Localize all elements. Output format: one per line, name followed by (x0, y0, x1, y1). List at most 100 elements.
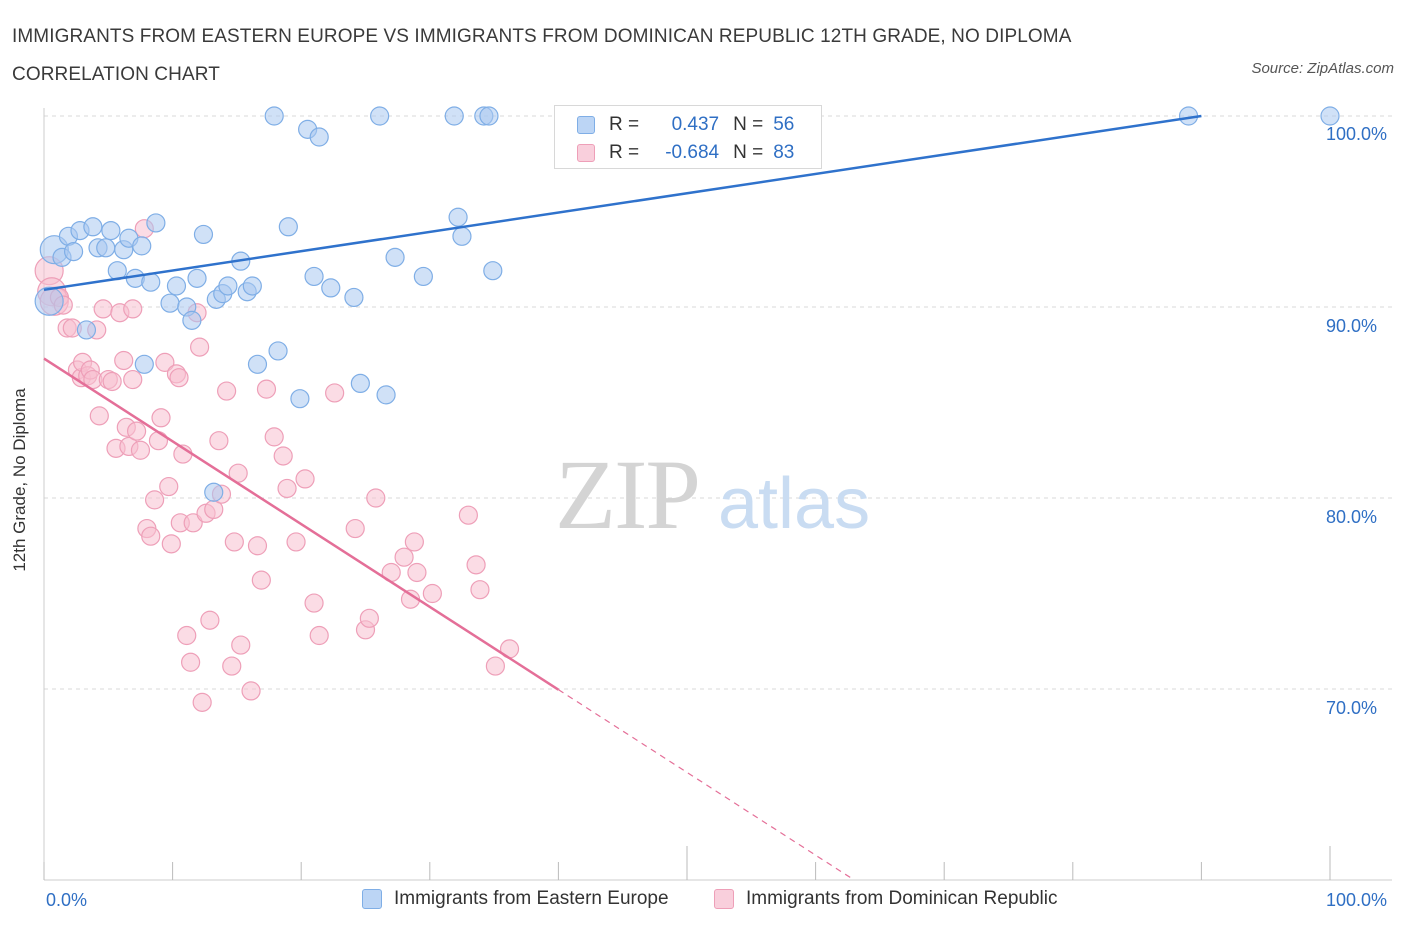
dominican-republic-point-69[interactable] (366, 488, 386, 508)
dominican-republic-point-40[interactable] (183, 513, 203, 533)
dominican-republic-point-51[interactable] (224, 532, 244, 552)
dominican-republic-point-58[interactable] (264, 427, 284, 447)
stats-legend-row-dominican-republic: R = -0.684 N = 83 (577, 140, 794, 166)
eastern-europe-point-48[interactable] (452, 226, 472, 246)
dominican-republic-point-59[interactable] (273, 446, 293, 466)
dominican-republic-point-29[interactable] (144, 490, 165, 510)
eastern-europe-point-45[interactable] (413, 266, 433, 287)
eastern-europe-point-30[interactable] (242, 276, 262, 296)
dominican-republic-point-76[interactable] (458, 505, 478, 525)
dominican-republic-point-25[interactable] (130, 440, 151, 460)
dominican-republic-point-50[interactable] (222, 656, 242, 676)
dominican-republic-point-31[interactable] (151, 408, 171, 428)
legend-n-label: N = (733, 114, 764, 135)
legend-swatch-blue (362, 889, 382, 909)
dominican-republic-point-15[interactable] (93, 299, 113, 319)
eastern-europe-point-18[interactable] (160, 293, 180, 313)
dominican-republic-point-62[interactable] (295, 469, 315, 489)
legend-n-label: N = (733, 142, 764, 163)
dominican-republic-point-30[interactable] (148, 431, 169, 451)
dominican-republic-point-38[interactable] (177, 625, 197, 646)
dominican-republic-point-61[interactable] (286, 532, 306, 552)
eastern-europe-point-19[interactable] (166, 276, 187, 296)
eastern-europe-point-6[interactable] (76, 320, 97, 340)
grid-lines (44, 115, 1392, 690)
legend-swatch-blue (577, 116, 595, 134)
dominican-republic-point-24[interactable] (126, 421, 147, 441)
dominican-republic-point-14[interactable] (89, 406, 109, 426)
dominican-republic-point-56[interactable] (251, 570, 271, 590)
dominican-republic-point-47[interactable] (209, 431, 229, 451)
dominican-republic-point-66[interactable] (345, 518, 365, 539)
eastern-europe-point-0[interactable] (34, 286, 64, 316)
eastern-europe-point-22[interactable] (187, 268, 207, 288)
eastern-europe-point-40[interactable] (344, 287, 364, 308)
eastern-europe-point-27[interactable] (218, 276, 238, 296)
dominican-republic-point-75[interactable] (422, 583, 442, 604)
eastern-europe-point-37[interactable] (304, 266, 324, 287)
dominican-republic-point-34[interactable] (161, 534, 181, 554)
eastern-europe-trend-line (43, 114, 1202, 292)
dominican-republic-point-20[interactable] (114, 350, 134, 371)
dominican-republic-point-68[interactable] (359, 608, 379, 628)
dominican-republic-point-65[interactable] (325, 383, 345, 403)
eastern-europe-point-15[interactable] (132, 236, 152, 256)
eastern-europe-point-34[interactable] (278, 217, 298, 237)
series-eastern-europe-points (34, 106, 1340, 502)
eastern-europe-point-32[interactable] (264, 106, 284, 126)
dominican-republic-point-53[interactable] (231, 635, 251, 655)
dominican-republic-point-82[interactable] (123, 369, 143, 390)
dominican-republic-point-49[interactable] (217, 381, 237, 401)
dominican-republic-point-60[interactable] (277, 478, 297, 499)
eastern-europe-point-7[interactable] (83, 217, 103, 237)
dominican-republic-point-79[interactable] (485, 656, 505, 676)
eastern-europe-point-54[interactable] (1320, 106, 1340, 126)
legend-item-dominican-republic[interactable]: Immigrants from Dominican Republic (714, 888, 1058, 910)
dominican-republic-point-23[interactable] (123, 299, 143, 319)
eastern-europe-point-17[interactable] (146, 213, 166, 233)
dominican-republic-point-55[interactable] (247, 536, 268, 556)
dominican-republic-point-32[interactable] (155, 352, 175, 372)
dominican-republic-point-33[interactable] (159, 476, 179, 497)
eastern-europe-point-9[interactable] (96, 238, 116, 258)
eastern-europe-point-41[interactable] (350, 373, 370, 393)
eastern-europe-point-50[interactable] (479, 106, 499, 126)
eastern-europe-point-55[interactable] (134, 354, 154, 374)
dominican-republic-point-64[interactable] (309, 625, 329, 646)
dominican-republic-point-42[interactable] (190, 337, 210, 357)
legend-item-eastern-europe[interactable]: Immigrants from Eastern Europe (362, 888, 669, 910)
eastern-europe-point-38[interactable] (309, 127, 329, 147)
eastern-europe-point-47[interactable] (448, 207, 468, 227)
dominican-republic-point-17[interactable] (102, 371, 122, 392)
eastern-europe-point-51[interactable] (483, 261, 503, 281)
eastern-europe-point-35[interactable] (290, 389, 310, 409)
dominican-republic-point-71[interactable] (394, 547, 414, 567)
eastern-europe-point-44[interactable] (385, 247, 405, 267)
dominican-republic-point-39[interactable] (181, 652, 201, 672)
dominican-republic-point-63[interactable] (304, 593, 324, 613)
eastern-europe-point-39[interactable] (321, 278, 341, 298)
eastern-europe-point-21[interactable] (182, 310, 202, 330)
dominican-republic-point-81[interactable] (169, 368, 189, 388)
dominican-republic-point-43[interactable] (192, 692, 212, 712)
eastern-europe-point-24[interactable] (204, 482, 224, 502)
eastern-europe-point-33[interactable] (268, 341, 288, 361)
eastern-europe-point-31[interactable] (247, 354, 268, 374)
eastern-europe-point-10[interactable] (101, 221, 121, 241)
axes (43, 108, 1392, 881)
dominican-republic-point-54[interactable] (241, 681, 261, 701)
dominican-republic-point-73[interactable] (404, 532, 424, 552)
eastern-europe-point-23[interactable] (193, 224, 214, 245)
dominican-republic-point-77[interactable] (466, 555, 486, 575)
dominican-republic-point-74[interactable] (407, 562, 427, 583)
legend-r-value: 0.437 (671, 114, 720, 135)
x-tick-label-min: 0.0% (46, 890, 88, 910)
eastern-europe-point-43[interactable] (376, 385, 396, 405)
eastern-europe-point-4[interactable] (63, 242, 84, 262)
dominican-republic-point-57[interactable] (256, 379, 277, 399)
eastern-europe-point-42[interactable] (370, 106, 390, 126)
dominican-republic-point-45[interactable] (200, 610, 220, 630)
eastern-europe-point-46[interactable] (444, 106, 464, 126)
dominican-republic-point-28[interactable] (141, 526, 161, 546)
dominican-republic-point-78[interactable] (470, 580, 490, 600)
